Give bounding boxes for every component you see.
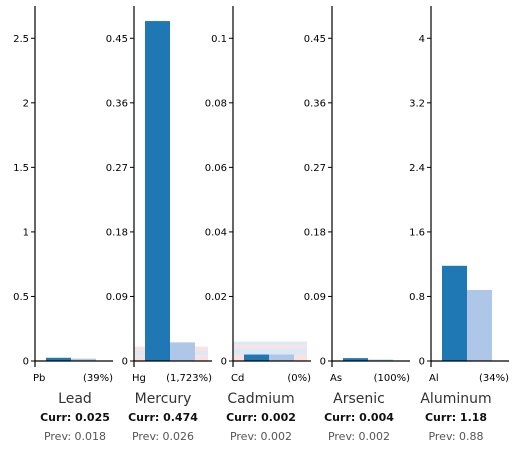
cadmium-caption: Cadmium Curr: 0.002 Prev: 0.002	[206, 391, 316, 443]
arsenic-tick-label-2: 0.18	[304, 227, 326, 238]
lead-previous-bar	[71, 358, 96, 361]
arsenic-tick-label-5: 0.45	[304, 34, 326, 45]
cadmium-name: Cadmium	[227, 391, 295, 407]
mercury-name: Mercury	[134, 391, 192, 407]
lead-tick-label-2: 1	[23, 227, 29, 238]
mercury-symbol-label: Hg	[132, 373, 146, 384]
cadmium-tick-label-1: 0.02	[205, 292, 227, 303]
arsenic-tick-label-0: 0	[320, 357, 326, 368]
lead-tick-label-4: 2	[23, 98, 29, 109]
arsenic-curr-label: Curr: 0.004	[324, 411, 394, 424]
aluminum-previous-bar	[467, 290, 492, 361]
mercury-tick-label-2: 0.18	[106, 227, 128, 238]
lead-prev-label: Prev: 0.018	[43, 430, 107, 443]
arsenic-current-bar	[343, 358, 368, 361]
arsenic-symbol-label: As	[330, 373, 342, 384]
arsenic-previous-bar	[368, 359, 393, 361]
lead-name: Lead	[58, 391, 92, 407]
aluminum-current-bar	[442, 265, 467, 361]
aluminum-curr-label: Curr: 1.18	[424, 411, 488, 424]
mercury-tick-label-0: 0	[122, 357, 128, 368]
cadmium-prev-label: Prev: 0.002	[229, 430, 293, 443]
aluminum-tick-label-2: 1.6	[409, 227, 425, 238]
arsenic-tick-label-1: 0.09	[304, 292, 326, 303]
arsenic-name: Arsenic	[333, 391, 385, 407]
lead-tick-label-0: 0	[23, 357, 29, 368]
aluminum-name: Aluminum	[420, 391, 492, 407]
cadmium-tick-label-0: 0	[221, 357, 227, 368]
cadmium-band-1	[233, 348, 307, 355]
aluminum-tick-label-3: 2.4	[409, 163, 425, 174]
aluminum-tick-label-4: 3.2	[409, 98, 425, 109]
cadmium-change-label: (0%)	[287, 373, 311, 384]
lead-change-label: (39%)	[83, 373, 113, 384]
arsenic-tick-label-3: 0.27	[304, 163, 326, 174]
aluminum-caption: Aluminum Curr: 1.18 Prev: 0.88	[401, 391, 511, 443]
cadmium-tick-label-5: 0.1	[211, 34, 227, 45]
cadmium-current-bar	[244, 354, 269, 361]
lead-symbol-label: Pb	[33, 373, 45, 384]
cadmium-previous-bar	[269, 354, 294, 361]
aluminum-tick-label-5: 4	[419, 34, 425, 45]
aluminum-tick-label-0: 0	[419, 357, 425, 368]
arsenic-change-label: (100%)	[374, 373, 410, 384]
lead-tick-label-1: 0.5	[13, 292, 29, 303]
mercury-tick-label-1: 0.09	[106, 292, 128, 303]
aluminum-symbol-label: Al	[429, 373, 439, 384]
mercury-caption: Mercury Curr: 0.474 Prev: 0.026	[108, 391, 218, 443]
cadmium-symbol-label: Cd	[231, 373, 244, 384]
lead-tick-label-3: 1.5	[13, 163, 29, 174]
cadmium-band-2	[233, 344, 307, 349]
aluminum-tick-label-1: 0.8	[409, 292, 425, 303]
cadmium-curr-label: Curr: 0.002	[226, 411, 296, 424]
aluminum-prev-label: Prev: 0.88	[428, 430, 484, 443]
mercury-change-label: (1,723%)	[166, 373, 212, 384]
aluminum-change-label: (34%)	[479, 373, 509, 384]
mercury-prev-label: Prev: 0.026	[131, 430, 195, 443]
arsenic-tick-label-4: 0.36	[304, 98, 326, 109]
mercury-tick-label-4: 0.36	[106, 98, 128, 109]
arsenic-caption: Arsenic Curr: 0.004 Prev: 0.002	[304, 391, 414, 443]
lead-curr-label: Curr: 0.025	[40, 411, 110, 424]
lead-current-bar	[46, 357, 71, 361]
lead-tick-label-5: 2.5	[13, 34, 29, 45]
lead-caption: Lead Curr: 0.025 Prev: 0.018	[20, 391, 130, 443]
cadmium-tick-label-4: 0.08	[205, 98, 227, 109]
mercury-previous-bar	[170, 342, 195, 361]
cadmium-tick-label-2: 0.04	[205, 227, 227, 238]
cadmium-band-3	[233, 341, 307, 345]
mercury-current-bar	[145, 21, 170, 361]
mercury-tick-label-3: 0.27	[106, 163, 128, 174]
mercury-tick-label-5: 0.45	[106, 34, 128, 45]
mercury-curr-label: Curr: 0.474	[128, 411, 198, 424]
arsenic-prev-label: Prev: 0.002	[327, 430, 391, 443]
cadmium-tick-label-3: 0.06	[205, 163, 227, 174]
